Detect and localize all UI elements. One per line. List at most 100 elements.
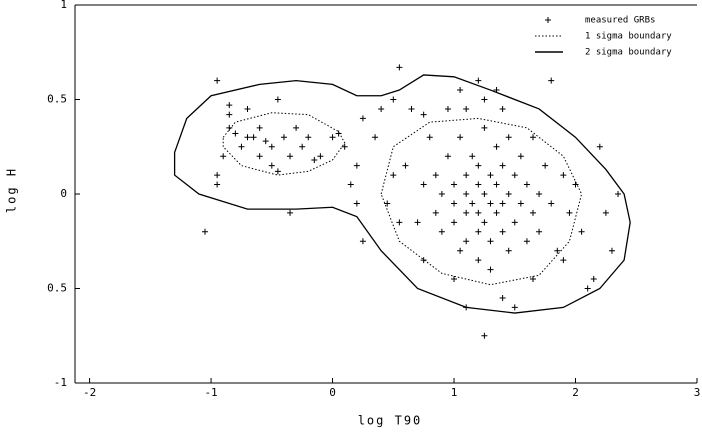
data-point	[602, 209, 609, 216]
data-point	[432, 209, 439, 216]
data-point	[560, 257, 567, 264]
data-point	[536, 228, 543, 235]
data-point	[305, 134, 312, 141]
data-point	[505, 134, 512, 141]
data-point	[511, 172, 518, 179]
data-point	[359, 238, 366, 245]
data-point	[244, 134, 251, 141]
y-tick-label: 1	[60, 0, 67, 11]
data-point	[341, 143, 348, 150]
data-point	[402, 162, 409, 169]
data-point	[469, 200, 476, 207]
data-point	[232, 130, 239, 137]
data-point	[469, 153, 476, 160]
data-point	[493, 181, 500, 188]
data-point	[493, 143, 500, 150]
data-point	[475, 77, 482, 84]
data-point	[287, 209, 294, 216]
data-point	[201, 228, 208, 235]
data-point	[451, 219, 458, 226]
data-point	[499, 162, 506, 169]
data-point	[408, 105, 415, 112]
legend-label: 1 sigma boundary	[585, 32, 672, 42]
x-tick-label: 3	[694, 386, 701, 399]
data-point	[329, 134, 336, 141]
data-point	[475, 162, 482, 169]
x-tick-label: 2	[572, 386, 579, 399]
data-point	[475, 257, 482, 264]
data-point	[256, 124, 263, 131]
data-point	[280, 134, 287, 141]
data-point	[214, 77, 221, 84]
data-point	[505, 191, 512, 197]
data-point	[523, 181, 530, 188]
data-point	[457, 87, 464, 94]
data-point	[499, 228, 506, 235]
data-point	[372, 134, 379, 141]
data-point	[457, 134, 464, 141]
data-point	[578, 228, 585, 235]
data-point	[311, 156, 318, 163]
data-point	[390, 96, 397, 103]
data-point	[554, 247, 561, 254]
data-point	[396, 219, 403, 226]
x-tick-label: -2	[83, 386, 96, 399]
data-point	[438, 228, 445, 235]
data-point	[353, 162, 360, 169]
data-point	[268, 143, 275, 150]
data-point	[226, 124, 233, 131]
data-point	[220, 153, 227, 160]
data-point	[457, 247, 464, 254]
data-point	[475, 181, 482, 188]
data-point	[353, 200, 360, 207]
data-point	[347, 181, 354, 188]
data-point	[475, 228, 482, 235]
data-point	[226, 102, 233, 109]
data-point	[214, 181, 221, 188]
legend-label: 2 sigma boundary	[585, 48, 672, 58]
y-tick-label: 0	[60, 187, 67, 200]
y-tick-label: 0.5	[47, 93, 67, 106]
data-point	[420, 181, 427, 188]
data-point	[481, 124, 488, 131]
data-point	[378, 105, 385, 112]
boundary-line	[380, 117, 583, 286]
data-point	[463, 209, 470, 216]
data-point	[414, 219, 421, 226]
data-point	[384, 200, 391, 207]
boundary-line	[222, 112, 346, 176]
data-point	[536, 191, 543, 197]
boundary-line	[173, 74, 631, 314]
data-point	[608, 247, 615, 254]
data-point	[584, 285, 591, 292]
data-point	[505, 247, 512, 254]
y-tick-label: -1	[54, 376, 67, 389]
data-point	[548, 77, 555, 84]
data-point	[511, 304, 518, 311]
data-point	[463, 172, 470, 179]
data-point	[529, 276, 536, 283]
data-point	[590, 276, 597, 283]
data-point	[274, 168, 281, 175]
data-point	[444, 105, 451, 112]
data-point	[238, 143, 245, 150]
data-point	[420, 257, 427, 264]
legend-symbol	[545, 17, 551, 23]
data-point	[390, 172, 397, 179]
data-point	[487, 172, 494, 179]
data-point	[432, 172, 439, 179]
data-point	[481, 332, 488, 339]
data-point	[420, 111, 427, 118]
data-point	[499, 294, 506, 301]
data-point	[596, 143, 603, 150]
data-point	[615, 191, 622, 197]
data-point	[487, 266, 494, 273]
data-point	[287, 153, 294, 160]
data-point	[481, 191, 488, 197]
data-point	[481, 219, 488, 226]
data-point	[274, 96, 281, 103]
data-point	[487, 238, 494, 245]
data-point	[244, 105, 251, 112]
